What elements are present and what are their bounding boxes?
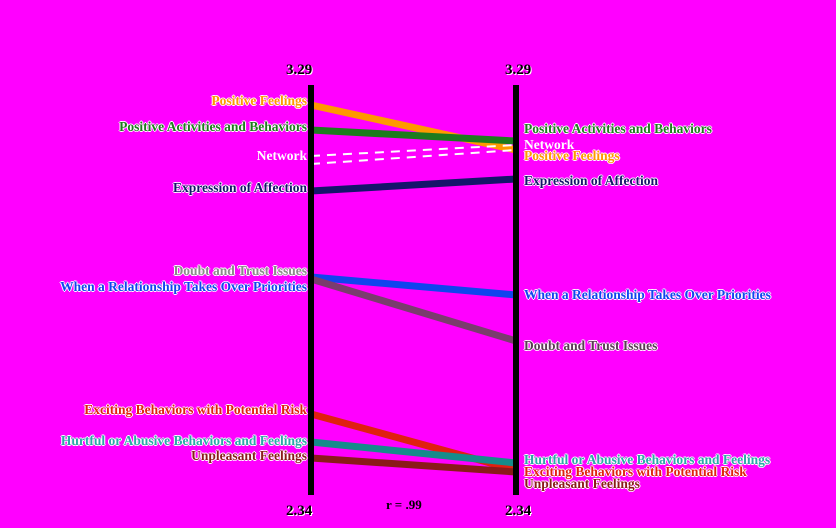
- right-series-label: When a Relationship Takes Over Prioritie…: [524, 287, 771, 302]
- correlation-annotation: r = .99: [386, 497, 422, 512]
- right-series-label: Doubt and Trust Issues: [524, 338, 658, 353]
- left-series-label: Expression of Affection: [173, 180, 307, 195]
- right-axis-bar: [513, 85, 519, 495]
- left-axis-top-value: 3.29: [286, 62, 313, 78]
- right-series-label: Network: [524, 137, 575, 152]
- left-series-label: Network: [256, 148, 307, 163]
- right-series-label: Unpleasant Feelings: [524, 476, 640, 491]
- right-axis-bottom-value: 2.34: [505, 503, 532, 519]
- slope-line: [309, 275, 518, 345]
- left-series-label: Positive Feelings: [211, 93, 307, 108]
- slope-line: [310, 438, 517, 467]
- slope-line: [310, 175, 517, 195]
- left-axis-bar: [308, 85, 314, 495]
- left-series-label: Hurtful or Abusive Behaviors and Feeling…: [60, 433, 307, 448]
- right-axis-top-value: 3.29: [505, 62, 532, 78]
- slope-line: [310, 273, 517, 299]
- slope-line: [310, 454, 517, 476]
- right-series-label: Positive Activities and Behaviors: [524, 121, 712, 136]
- right-series-label: Positive Feelings: [524, 148, 620, 163]
- right-series-label: Expression of Affection: [524, 173, 658, 188]
- left-series-label: Exciting Behaviors with Potential Risk: [84, 402, 307, 417]
- slope-line: [310, 149, 517, 165]
- left-axis-bottom-value: 2.34: [286, 503, 313, 519]
- slope-line: [310, 101, 517, 154]
- right-series-label: Exciting Behaviors with Potential Risk: [524, 464, 747, 479]
- left-series-label: Positive Activities and Behaviors: [119, 119, 307, 134]
- slope-line: [310, 144, 517, 157]
- right-series-label: Hurtful or Abusive Behaviors and Feeling…: [524, 452, 771, 467]
- slope-line: [310, 126, 517, 145]
- left-series-label: When a Relationship Takes Over Prioritie…: [60, 279, 307, 294]
- left-series-label: Doubt and Trust Issues: [173, 263, 307, 278]
- left-series-label: Unpleasant Feelings: [191, 448, 307, 463]
